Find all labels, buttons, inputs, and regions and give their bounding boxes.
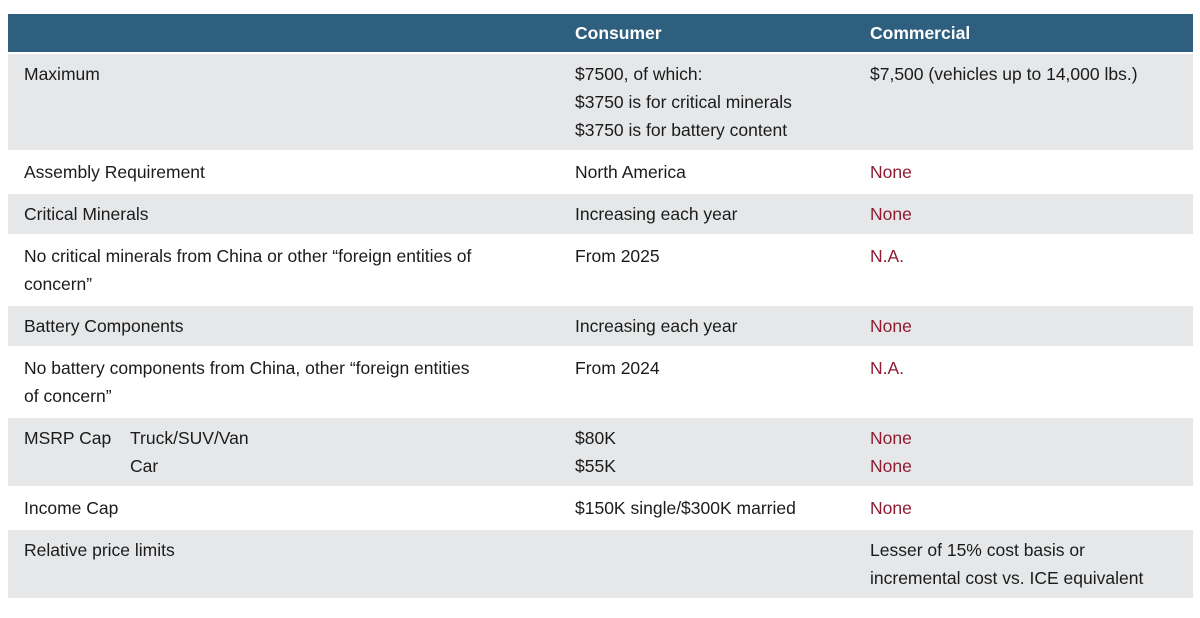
cell-line: Battery Components bbox=[24, 316, 184, 336]
row-label-cell: Relative price limits bbox=[24, 536, 575, 564]
cell-line: $7,500 (vehicles up to 14,000 lbs.) bbox=[870, 64, 1138, 84]
row-label: MSRP Cap bbox=[24, 424, 130, 452]
row-label-cell: Maximum bbox=[24, 60, 575, 88]
header-commercial: Commercial bbox=[870, 23, 971, 43]
cell-line: N.A. bbox=[870, 246, 905, 266]
cell-line: North America bbox=[575, 162, 686, 182]
row-label-cell: MSRP Cap Truck/SUV/Van Car bbox=[24, 424, 575, 480]
table-row: MSRP Cap Truck/SUV/Van Car $80K $55K None N… bbox=[8, 416, 1193, 486]
row-label: No battery components from China, other … bbox=[24, 354, 470, 410]
cell-line: $80K bbox=[575, 428, 616, 448]
commercial-cell: None bbox=[870, 200, 1177, 228]
row-label: Maximum bbox=[24, 60, 100, 88]
cell-line: Assembly Requirement bbox=[24, 162, 205, 182]
consumer-cell: Increasing each year bbox=[575, 200, 870, 228]
table-row: Critical Minerals Increasing each year N… bbox=[8, 192, 1193, 234]
row-label-cell: Income Cap bbox=[24, 494, 575, 522]
ev-credit-comparison-table: Consumer Commercial Maximum $7500, of wh… bbox=[8, 14, 1193, 598]
consumer-cell: $150K single/$300K married bbox=[575, 494, 870, 522]
row-label-cell: No critical minerals from China or other… bbox=[24, 242, 575, 298]
cell-line: From 2024 bbox=[575, 358, 660, 378]
table-body: Maximum $7500, of which: $3750 is for cri… bbox=[8, 52, 1193, 598]
table-row: Income Cap $150K single/$300K married No… bbox=[8, 486, 1193, 528]
consumer-cell: Increasing each year bbox=[575, 312, 870, 340]
commercial-cell: None bbox=[870, 312, 1177, 340]
row-label-cell: Critical Minerals bbox=[24, 200, 575, 228]
table-header-row: Consumer Commercial bbox=[8, 14, 1193, 52]
commercial-cell: $7,500 (vehicles up to 14,000 lbs.) bbox=[870, 60, 1177, 88]
cell-line: None bbox=[870, 316, 912, 336]
row-label: Battery Components bbox=[24, 312, 184, 340]
cell-line: $55K bbox=[575, 456, 616, 476]
cell-line: of concern” bbox=[24, 386, 112, 406]
cell-line: $150K single/$300K married bbox=[575, 498, 796, 518]
cell-line: None bbox=[870, 456, 912, 476]
cell-line: None bbox=[870, 162, 912, 182]
table-row: Maximum $7500, of which: $3750 is for cri… bbox=[8, 52, 1193, 150]
cell-line: $3750 is for battery content bbox=[575, 120, 788, 140]
commercial-cell: None None bbox=[870, 424, 1177, 480]
row-label-cell: Battery Components bbox=[24, 312, 575, 340]
commercial-cell: N.A. bbox=[870, 354, 1177, 382]
row-label: Assembly Requirement bbox=[24, 158, 205, 186]
cell-line: No critical minerals from China or other… bbox=[24, 246, 472, 266]
consumer-cell: $7500, of which: $3750 is for critical mi… bbox=[575, 60, 870, 144]
cell-line: MSRP Cap bbox=[24, 428, 112, 448]
row-label-cell: Assembly Requirement bbox=[24, 158, 575, 186]
commercial-cell: None bbox=[870, 494, 1177, 522]
row-label-cell: No battery components from China, other … bbox=[24, 354, 575, 410]
cell-line: From 2025 bbox=[575, 246, 660, 266]
consumer-cell bbox=[575, 536, 870, 564]
cell-line: $3750 is for critical minerals bbox=[575, 92, 792, 112]
row-label: Relative price limits bbox=[24, 536, 175, 564]
consumer-cell: From 2024 bbox=[575, 354, 870, 382]
row-label: No critical minerals from China or other… bbox=[24, 242, 471, 298]
cell-line: Lesser of 15% cost basis or bbox=[870, 540, 1085, 560]
commercial-cell: N.A. bbox=[870, 242, 1177, 270]
cell-line: concern” bbox=[24, 274, 93, 294]
row-label: Income Cap bbox=[24, 494, 118, 522]
table-row: No battery components from China, other … bbox=[8, 346, 1193, 416]
consumer-cell: From 2025 bbox=[575, 242, 870, 270]
cell-line: $7500, of which: bbox=[575, 64, 703, 84]
cell-line: Relative price limits bbox=[24, 540, 175, 560]
consumer-cell: North America bbox=[575, 158, 870, 186]
cell-line: Maximum bbox=[24, 64, 100, 84]
cell-line: None bbox=[870, 428, 912, 448]
cell-line: N.A. bbox=[870, 358, 905, 378]
cell-line: Income Cap bbox=[24, 498, 119, 518]
header-empty-cell bbox=[24, 19, 575, 47]
cell-line: Increasing each year bbox=[575, 316, 738, 336]
cell-line: None bbox=[870, 498, 912, 518]
row-sublabels: Truck/SUV/Van Car bbox=[130, 424, 249, 480]
cell-line: Increasing each year bbox=[575, 204, 738, 224]
cell-line: incremental cost vs. ICE equivalent bbox=[870, 568, 1144, 588]
cell-line: Truck/SUV/Van bbox=[130, 428, 249, 448]
header-consumer: Consumer bbox=[575, 23, 662, 43]
table-row: No critical minerals from China or other… bbox=[8, 234, 1193, 304]
cell-line: None bbox=[870, 204, 912, 224]
consumer-cell: $80K $55K bbox=[575, 424, 870, 480]
table-row: Battery Components Increasing each year … bbox=[8, 304, 1193, 346]
commercial-cell: Lesser of 15% cost basis or incremental c… bbox=[870, 536, 1177, 592]
row-label: Critical Minerals bbox=[24, 200, 148, 228]
commercial-cell: None bbox=[870, 158, 1177, 186]
cell-line: Critical Minerals bbox=[24, 204, 149, 224]
table-row: Assembly Requirement North America None bbox=[8, 150, 1193, 192]
cell-line: Car bbox=[130, 456, 159, 476]
table-row: Relative price limits Lesser of 15% cost… bbox=[8, 528, 1193, 598]
cell-line: No battery components from China, other … bbox=[24, 358, 470, 378]
